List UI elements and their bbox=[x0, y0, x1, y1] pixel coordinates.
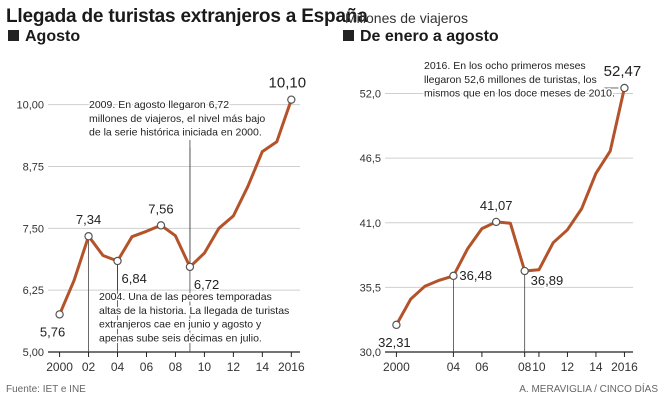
data-point-marker bbox=[449, 271, 458, 281]
data-label: 5,76 bbox=[40, 324, 65, 339]
section-bullet-icon bbox=[8, 30, 19, 41]
data-label: 6,84 bbox=[122, 271, 147, 286]
chart-subtitle: Millones de viajeros bbox=[345, 10, 468, 26]
x-tick-label: 12 bbox=[561, 360, 575, 374]
data-label: 10,10 bbox=[269, 75, 307, 92]
y-tick-label: 8,75 bbox=[23, 161, 44, 173]
annotation-text: altas de la historia. La llegada de turi… bbox=[99, 305, 289, 317]
y-tick-label: 10,00 bbox=[16, 100, 44, 112]
data-point-marker bbox=[520, 266, 529, 276]
data-label: 36,89 bbox=[531, 273, 564, 288]
annotation-text: apenas sube seis décimas en julio. bbox=[99, 332, 262, 344]
x-tick-label: 04 bbox=[111, 360, 125, 374]
y-tick-label: 5,00 bbox=[23, 347, 44, 359]
annotation-text: 2004. Una de las peores temporadas bbox=[99, 291, 272, 303]
data-point-marker bbox=[392, 320, 401, 330]
y-tick-label: 35,5 bbox=[360, 282, 381, 294]
chart-title: Llegada de turistas extranjeros a España bbox=[6, 6, 368, 27]
data-point-marker bbox=[491, 217, 501, 227]
data-label: 6,72 bbox=[194, 277, 219, 292]
x-tick-label: 14 bbox=[589, 360, 603, 374]
annotation-text: llegaron 52,6 millones de turistas, los bbox=[424, 74, 597, 86]
section-bullet-icon bbox=[343, 30, 354, 41]
data-point-marker bbox=[620, 83, 629, 93]
y-tick-label: 6,25 bbox=[23, 285, 44, 297]
y-tick-label: 46,5 bbox=[360, 153, 381, 165]
data-label: 41,07 bbox=[480, 198, 513, 213]
x-tick-label: 14 bbox=[256, 360, 270, 374]
annotation-text: 2009. En agosto llegaron 6,72 bbox=[89, 99, 229, 111]
series-line bbox=[394, 86, 626, 327]
data-label: 52,47 bbox=[604, 63, 642, 80]
data-point-marker bbox=[156, 221, 166, 230]
data-point-marker bbox=[287, 95, 296, 104]
x-tick-label: 2016 bbox=[278, 360, 305, 374]
data-label: 32,31 bbox=[378, 335, 411, 350]
y-tick-label: 30,0 bbox=[360, 347, 381, 359]
panel-title: Agosto bbox=[25, 28, 80, 45]
x-tick-label: 02 bbox=[82, 360, 96, 374]
x-tick-label: 10 bbox=[532, 360, 546, 374]
annotation-text: mismos que en los doce meses de 2010. bbox=[424, 88, 615, 100]
x-tick-label: 12 bbox=[227, 360, 241, 374]
x-tick-label: 04 bbox=[447, 360, 461, 374]
y-tick-label: 52,0 bbox=[360, 89, 381, 101]
credit-note: A. MERAVIGLIA / CINCO DÍAS bbox=[519, 384, 658, 395]
data-label: 7,56 bbox=[148, 201, 173, 216]
x-tick-label: 08 bbox=[518, 360, 532, 374]
y-tick-label: 41,0 bbox=[360, 218, 381, 230]
x-tick-label: 06 bbox=[475, 360, 489, 374]
data-label: 36,48 bbox=[459, 268, 492, 283]
annotation-text: 2016. En los ocho primeros meses bbox=[424, 60, 586, 72]
x-tick-label: 10 bbox=[198, 360, 212, 374]
x-tick-label: 06 bbox=[140, 360, 154, 374]
series-line bbox=[58, 98, 293, 316]
data-point-marker bbox=[113, 256, 122, 266]
x-tick-label: 08 bbox=[169, 360, 183, 374]
x-tick-label: 2016 bbox=[611, 360, 638, 374]
annotation-text: extranjeros cae en junio y agosto y bbox=[99, 319, 262, 331]
data-point-marker bbox=[84, 232, 93, 241]
data-label: 7,34 bbox=[76, 212, 101, 227]
x-tick-label: 2000 bbox=[46, 360, 73, 374]
annotation-text: de la serie histórica iniciada en 2000. bbox=[89, 127, 262, 139]
x-tick-label: 2000 bbox=[383, 360, 410, 374]
panel-title: De enero a agosto bbox=[360, 28, 499, 45]
annotation-text: millones de viajeros, el nivel más bajo bbox=[89, 113, 265, 125]
data-point-marker bbox=[55, 310, 64, 319]
data-point-marker bbox=[185, 262, 195, 272]
source-note: Fuente: IET e INE bbox=[6, 384, 86, 395]
y-tick-label: 7,50 bbox=[23, 223, 44, 235]
